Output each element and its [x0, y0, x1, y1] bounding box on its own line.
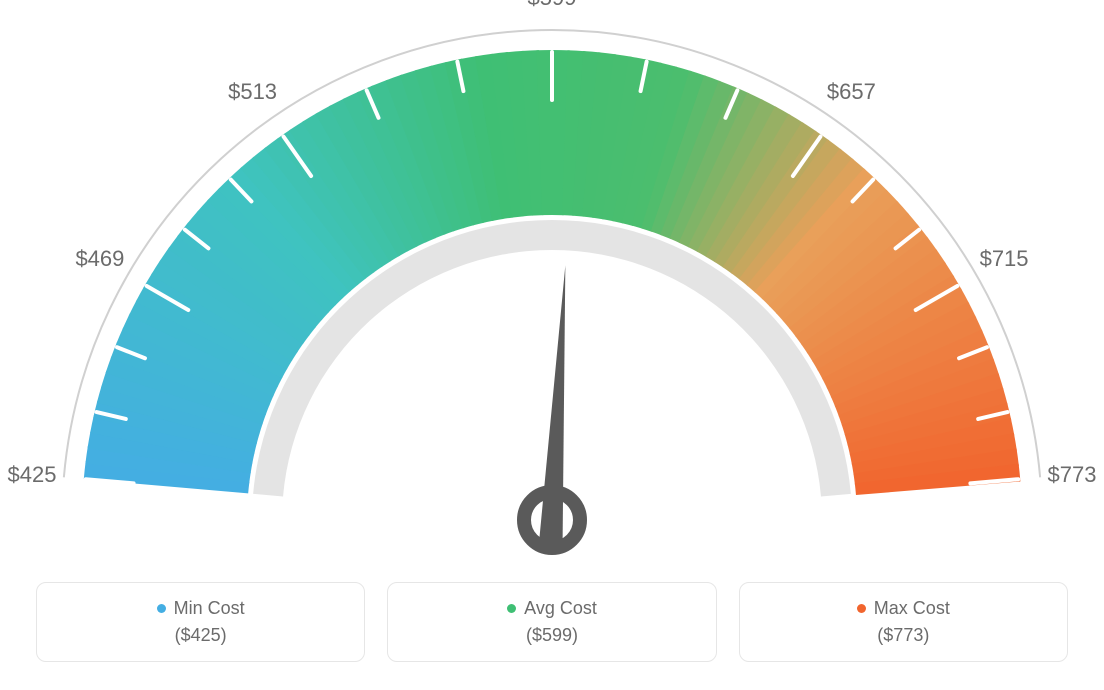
gauge-tick-label: $715 [980, 246, 1029, 272]
legend-top-max: Max Cost [857, 598, 950, 619]
legend-dot-avg [507, 604, 516, 613]
legend-dot-max [857, 604, 866, 613]
legend-label-max: Max Cost [874, 598, 950, 619]
gauge-area: $425 $469 $513 $599 $657 $715 $773 [0, 0, 1104, 560]
legend-top-min: Min Cost [157, 598, 245, 619]
legend-row: Min Cost ($425) Avg Cost ($599) Max Cost… [36, 582, 1068, 662]
legend-card-min: Min Cost ($425) [36, 582, 365, 662]
legend-dot-min [157, 604, 166, 613]
legend-value-max: ($773) [877, 625, 929, 646]
legend-label-min: Min Cost [174, 598, 245, 619]
legend-card-avg: Avg Cost ($599) [387, 582, 716, 662]
gauge-tick-label: $599 [528, 0, 577, 11]
gauge-svg [0, 0, 1104, 560]
legend-top-avg: Avg Cost [507, 598, 597, 619]
gauge-tick-label: $657 [827, 79, 876, 105]
legend-label-avg: Avg Cost [524, 598, 597, 619]
legend-value-avg: ($599) [526, 625, 578, 646]
cost-gauge-chart: $425 $469 $513 $599 $657 $715 $773 Min Cost ($… [0, 0, 1104, 690]
legend-card-max: Max Cost ($773) [739, 582, 1068, 662]
legend-value-min: ($425) [175, 625, 227, 646]
gauge-tick-label: $773 [1048, 462, 1097, 488]
gauge-tick-label: $513 [228, 79, 277, 105]
gauge-tick-label: $469 [75, 246, 124, 272]
gauge-tick-label: $425 [8, 462, 57, 488]
